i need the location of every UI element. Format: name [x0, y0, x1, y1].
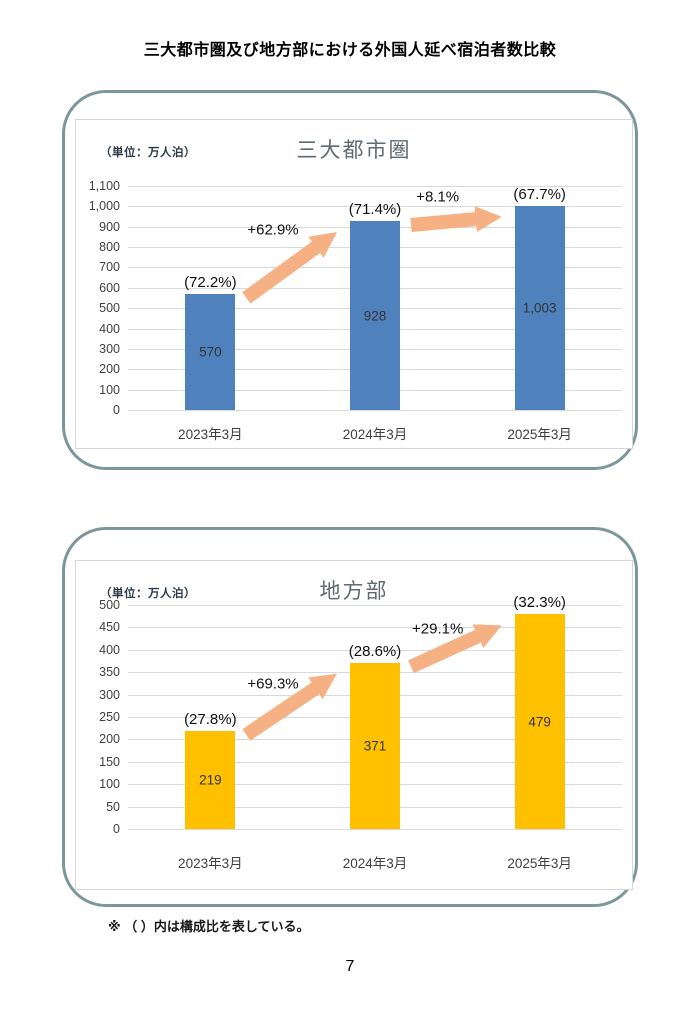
gridline — [128, 206, 622, 208]
y-axis-tick-label: 600 — [99, 280, 120, 295]
gridline — [128, 649, 622, 651]
y-axis-tick-label: 450 — [99, 620, 120, 635]
chart-title: 地方部 — [319, 580, 389, 603]
share-percent-label: (28.6%) — [348, 642, 402, 660]
share-percent-label: (32.3%) — [513, 594, 566, 612]
y-axis-tick-label: 700 — [99, 260, 120, 275]
y-axis-tick-label: 800 — [99, 240, 120, 255]
share-percent-label: (71.4%) — [348, 201, 402, 219]
y-axis-tick-label: 350 — [99, 665, 120, 680]
y-axis-tick-label: 900 — [99, 219, 120, 234]
growth-arrow-shaft — [410, 211, 485, 232]
x-axis-category-label: 2024年3月 — [342, 427, 408, 442]
y-axis-tick-label: 300 — [99, 341, 120, 356]
bar — [514, 614, 565, 829]
x-axis-category-label: 2025年3月 — [507, 427, 572, 442]
growth-arrow-head — [474, 206, 502, 233]
unit-label: （単位：万人泊） — [100, 588, 196, 600]
y-axis-tick-label: 0 — [113, 403, 120, 417]
bar-value-label: 928 — [363, 308, 387, 323]
bar-value-label: 219 — [199, 772, 222, 788]
y-axis-tick-label: 0 — [113, 822, 120, 836]
gridline — [128, 829, 622, 830]
growth-arrow-shaft — [242, 236, 327, 304]
y-axis-tick-label: 400 — [99, 321, 120, 336]
y-axis-tick-label: 100 — [99, 382, 120, 397]
y-axis-tick-label: 500 — [99, 598, 120, 612]
regional-chart-card: （単位：万人泊） 地方部 0 50 100 150 200 250 300 350 400 450… — [62, 527, 638, 907]
y-axis-tick-label: 400 — [99, 642, 120, 657]
plot-area: 0 100 200 300 400 500 600 700 800 900 1,000 1,100 57… — [76, 120, 632, 448]
bar-value-label: 1,003 — [522, 300, 557, 316]
share-percent-label: (72.2%) — [184, 273, 237, 291]
unit-label: （単位：万人泊） — [100, 147, 196, 159]
x-axis-category-label: 2023年3月 — [178, 427, 243, 442]
x-axis-category-label: 2025年3月 — [507, 856, 572, 871]
bar — [185, 730, 236, 829]
bar — [514, 205, 565, 410]
share-percent-label: (67.7%) — [513, 185, 566, 203]
bar-value-label: 371 — [363, 738, 387, 754]
gridline — [128, 605, 622, 606]
y-axis-tick-label: 1,100 — [88, 179, 120, 193]
metro-chart-card: （単位：万人泊） 三大都市圏 0 100 200 300 400 500 600 700 800… — [62, 90, 638, 470]
share-percent-label: (27.8%) — [184, 710, 237, 728]
bar — [185, 293, 236, 410]
footnote: ※ （ ）内は構成比を表している。 — [108, 919, 310, 934]
gridline — [128, 186, 622, 187]
metro-chart-panel: （単位：万人泊） 三大都市圏 0 100 200 300 400 500 600 700 800… — [75, 119, 633, 449]
growth-percent-label: +62.9% — [247, 221, 299, 239]
y-axis-tick-label: 1,000 — [88, 199, 120, 214]
x-axis-category-label: 2023年3月 — [178, 856, 243, 871]
chart-title: 三大都市圏 — [296, 139, 412, 162]
growth-percent-label: +8.1% — [416, 188, 460, 206]
bar — [350, 662, 400, 829]
y-axis-tick-label: 250 — [99, 710, 120, 724]
page-title: 三大都市圏及び地方部における外国人延べ宿泊者数比較 — [143, 42, 557, 59]
gridline — [128, 410, 622, 411]
y-axis-tick-label: 50 — [106, 799, 120, 814]
gridline — [128, 627, 622, 629]
page-number: 7 — [345, 958, 355, 975]
growth-percent-label: +29.1% — [412, 620, 464, 638]
y-axis-tick-label: 100 — [99, 777, 120, 792]
growth-arrow-head — [308, 232, 337, 258]
regional-chart-panel: （単位：万人泊） 地方部 0 50 100 150 200 250 300 350 400 450… — [75, 560, 633, 890]
bar-value-label: 570 — [199, 344, 222, 360]
bar-value-label: 479 — [528, 714, 551, 730]
y-axis-tick-label: 200 — [99, 362, 120, 377]
growth-percent-label: +69.3% — [247, 675, 299, 693]
y-axis-tick-label: 300 — [99, 687, 120, 702]
x-axis-category-label: 2024年3月 — [342, 856, 408, 871]
bar — [350, 221, 400, 410]
y-axis-tick-label: 500 — [99, 301, 120, 316]
plot-area: 0 50 100 150 200 250 300 350 400 450 500 219 (27.8%)… — [76, 561, 632, 889]
y-axis-tick-label: 200 — [99, 732, 120, 747]
y-axis-tick-label: 150 — [99, 754, 120, 769]
